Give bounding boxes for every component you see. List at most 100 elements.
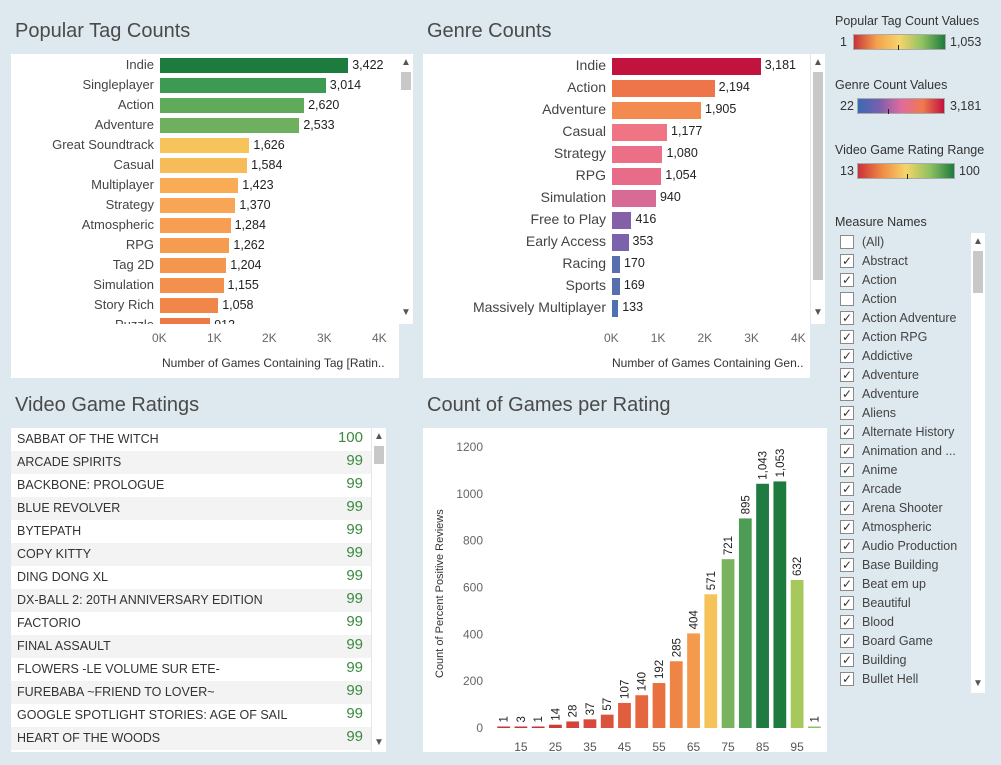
bar[interactable] — [160, 158, 248, 173]
filter-item[interactable]: ✓ Beautiful — [835, 594, 970, 613]
bar[interactable] — [160, 298, 219, 313]
checkbox-checked-icon[interactable]: ✓ — [840, 501, 854, 515]
table-row[interactable]: COPY KITTY 99 — [11, 543, 371, 566]
filter-item[interactable]: ✓ Blood — [835, 613, 970, 632]
rating-bar[interactable] — [738, 518, 752, 728]
table-row[interactable]: DX-BALL 2: 20TH ANNIVERSARY EDITION 99 — [11, 589, 371, 612]
rating-bar[interactable] — [514, 726, 528, 729]
bar[interactable] — [160, 278, 224, 293]
checkbox-checked-icon[interactable]: ✓ — [840, 349, 854, 363]
rating-bar[interactable] — [756, 483, 769, 728]
rating-bar[interactable] — [687, 633, 700, 728]
checkbox-unchecked-icon[interactable] — [840, 292, 854, 306]
rating-bar[interactable] — [704, 594, 718, 728]
rating-bar[interactable] — [807, 726, 821, 729]
filter-item[interactable]: ✓ Board Game — [835, 632, 970, 651]
table-row[interactable]: BYTEPATH 99 — [11, 520, 371, 543]
filter-item[interactable]: ✓ Bullet Hell — [835, 670, 970, 689]
table-row[interactable]: FINAL ASSAULT 99 — [11, 635, 371, 658]
bar[interactable] — [160, 178, 239, 193]
filter-item[interactable]: ✓ Adventure — [835, 366, 970, 385]
table-row[interactable]: FLOWERS -LE VOLUME SUR ETE- 99 — [11, 658, 371, 681]
table-row[interactable]: HEART OF THE WOODS 99 — [11, 727, 371, 750]
checkbox-checked-icon[interactable]: ✓ — [840, 482, 854, 496]
rating-bar[interactable] — [600, 714, 614, 728]
scroll-thumb[interactable] — [374, 446, 384, 464]
checkbox-checked-icon[interactable]: ✓ — [840, 444, 854, 458]
checkbox-checked-icon[interactable]: ✓ — [840, 672, 854, 686]
filter-item[interactable]: ✓ Aliens — [835, 404, 970, 423]
rating-bar[interactable] — [583, 719, 597, 728]
filter-item[interactable]: ✓ Atmospheric — [835, 518, 970, 537]
bar[interactable] — [612, 234, 629, 251]
bar[interactable] — [160, 238, 230, 253]
filter-item[interactable]: ✓ Audio Production — [835, 537, 970, 556]
checkbox-checked-icon[interactable]: ✓ — [840, 634, 854, 648]
scroll-up-icon[interactable]: ▲ — [401, 57, 411, 68]
rating-bar[interactable] — [549, 724, 562, 728]
filter-item[interactable]: ✓ Beat em up — [835, 575, 970, 594]
bar[interactable] — [160, 318, 211, 324]
scroll-down-icon[interactable]: ▼ — [973, 678, 983, 689]
filter-item[interactable]: ✓ Building — [835, 651, 970, 670]
filter-item[interactable]: ✓ Addictive — [835, 347, 970, 366]
filter-item[interactable]: ✓ Animation and ... — [835, 442, 970, 461]
checkbox-checked-icon[interactable]: ✓ — [840, 558, 854, 572]
rating-bar[interactable] — [721, 559, 735, 728]
checkbox-checked-icon[interactable]: ✓ — [840, 577, 854, 591]
bar[interactable] — [160, 198, 236, 213]
checkbox-checked-icon[interactable]: ✓ — [840, 539, 854, 553]
rating-bar[interactable] — [497, 726, 511, 729]
bar[interactable] — [160, 78, 326, 93]
scroll-thumb[interactable] — [813, 72, 823, 280]
scroll-down-icon[interactable]: ▼ — [813, 307, 823, 318]
checkbox-unchecked-icon[interactable] — [840, 235, 854, 249]
checkbox-checked-icon[interactable]: ✓ — [840, 653, 854, 667]
filter-item[interactable]: ✓ Adventure — [835, 385, 970, 404]
checkbox-checked-icon[interactable]: ✓ — [840, 330, 854, 344]
filter-item[interactable]: Action — [835, 290, 970, 309]
bar[interactable] — [612, 124, 668, 141]
checkbox-checked-icon[interactable]: ✓ — [840, 387, 854, 401]
rating-bar[interactable] — [773, 481, 787, 728]
scroll-thumb[interactable] — [401, 72, 411, 90]
bar[interactable] — [612, 212, 632, 229]
measure-filter-scrollbar[interactable]: ▲ ▼ — [971, 233, 985, 693]
checkbox-checked-icon[interactable]: ✓ — [840, 463, 854, 477]
bar[interactable] — [160, 58, 349, 73]
rating-bar[interactable] — [618, 702, 631, 728]
filter-item[interactable]: ✓ Anime — [835, 461, 970, 480]
scroll-up-icon[interactable]: ▲ — [973, 236, 983, 247]
bar[interactable] — [612, 190, 656, 207]
checkbox-checked-icon[interactable]: ✓ — [840, 254, 854, 268]
filter-item[interactable]: ✓ Action Adventure — [835, 309, 970, 328]
genre-scrollbar[interactable]: ▲ ▼ — [811, 54, 825, 324]
checkbox-checked-icon[interactable]: ✓ — [840, 596, 854, 610]
checkbox-checked-icon[interactable]: ✓ — [840, 425, 854, 439]
bar[interactable] — [160, 98, 305, 113]
bar[interactable] — [612, 256, 620, 273]
rating-bar[interactable] — [669, 661, 683, 728]
ratings-scrollbar[interactable]: ▲ ▼ — [372, 428, 386, 752]
bar[interactable] — [160, 138, 250, 153]
bar[interactable] — [612, 146, 663, 163]
bar[interactable] — [612, 168, 662, 185]
filter-item[interactable]: ✓ Arena Shooter — [835, 499, 970, 518]
scroll-up-icon[interactable]: ▲ — [374, 431, 384, 442]
bar[interactable] — [612, 58, 761, 75]
filter-item[interactable]: ✓ Base Building — [835, 556, 970, 575]
filter-item[interactable]: ✓ Arcade — [835, 480, 970, 499]
bar[interactable] — [160, 118, 300, 133]
filter-item[interactable]: ✓ Action RPG — [835, 328, 970, 347]
table-row[interactable]: FUREBABA ~FRIEND TO LOVER~ 99 — [11, 681, 371, 704]
filter-item[interactable]: (All) — [835, 233, 970, 252]
checkbox-checked-icon[interactable]: ✓ — [840, 273, 854, 287]
table-row[interactable]: SABBAT OF THE WITCH 100 — [11, 428, 371, 451]
checkbox-checked-icon[interactable]: ✓ — [840, 406, 854, 420]
checkbox-checked-icon[interactable]: ✓ — [840, 520, 854, 534]
bar[interactable] — [612, 102, 702, 119]
rating-bar[interactable] — [566, 721, 580, 728]
rating-bar[interactable] — [531, 726, 545, 729]
table-row[interactable]: GOOGLE SPOTLIGHT STORIES: AGE OF SAIL 99 — [11, 704, 371, 727]
table-row[interactable]: ARCADE SPIRITS 99 — [11, 451, 371, 474]
